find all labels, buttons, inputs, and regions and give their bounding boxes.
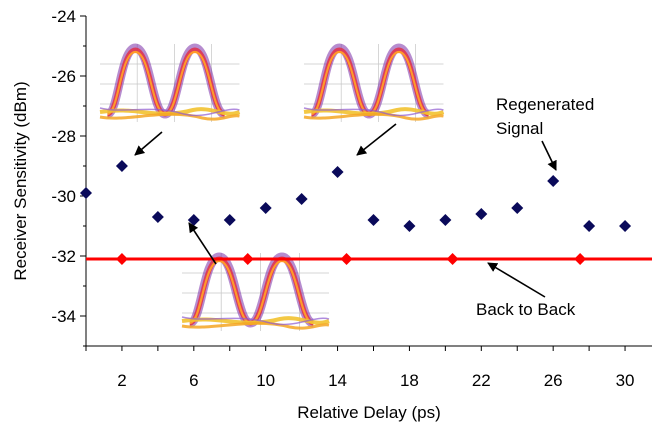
back-to-back-point bbox=[340, 253, 353, 265]
back-to-back-point bbox=[241, 253, 254, 265]
regenerated-signal-point bbox=[403, 220, 416, 232]
regenerated-signal-point bbox=[583, 220, 596, 232]
regenerated-signal-point bbox=[619, 220, 632, 232]
regenerated-signal-point bbox=[80, 187, 92, 199]
eye-diagram-inset-left bbox=[100, 44, 240, 122]
y-axis-title: Receiver Sensitivity (dBm) bbox=[11, 81, 30, 280]
arrow-to-left-inset-point bbox=[134, 131, 163, 156]
x-tick-label: 18 bbox=[400, 371, 419, 390]
y-tick-label: -26 bbox=[51, 67, 76, 86]
eye-diagram-inset-center bbox=[304, 44, 444, 122]
regenerated-signal-point bbox=[331, 166, 344, 178]
arrow-back-to-back bbox=[487, 262, 546, 298]
x-tick-label: 6 bbox=[189, 371, 198, 390]
y-tick-label: -28 bbox=[51, 127, 76, 146]
regenerated-signal-point bbox=[151, 211, 164, 223]
y-tick-label: -30 bbox=[51, 187, 76, 206]
y-tick-label: -24 bbox=[51, 7, 76, 26]
arrow-regenerated-signal bbox=[541, 140, 557, 171]
regenerated-signal-point bbox=[439, 214, 452, 226]
arrow-to-center-inset-point bbox=[356, 123, 397, 156]
x-tick-label: 10 bbox=[256, 371, 275, 390]
annotation-regenerated-line2: Signal bbox=[496, 119, 543, 138]
eye-diagram-inset-bottom bbox=[182, 253, 329, 331]
regenerated-signal-point bbox=[511, 202, 524, 214]
back-to-back-point bbox=[115, 253, 128, 265]
annotation-regenerated-line1: Regenerated bbox=[496, 95, 594, 114]
x-tick-label: 30 bbox=[616, 371, 635, 390]
series-layer bbox=[80, 160, 652, 265]
regenerated-signal-point bbox=[223, 214, 236, 226]
y-tick-label: -32 bbox=[51, 247, 76, 266]
regenerated-signal-point bbox=[475, 208, 488, 220]
x-axis-title: Relative Delay (ps) bbox=[297, 403, 441, 422]
y-tick-label: -34 bbox=[51, 307, 76, 326]
arrow-to-bottom-inset-point bbox=[188, 222, 217, 265]
regenerated-signal-point bbox=[547, 175, 560, 187]
x-tick-label: 26 bbox=[544, 371, 563, 390]
x-tick-label: 2 bbox=[117, 371, 126, 390]
x-tick-label: 22 bbox=[472, 371, 491, 390]
regenerated-signal-point bbox=[115, 160, 128, 172]
annotation-back-to-back: Back to Back bbox=[476, 300, 576, 319]
back-to-back-point bbox=[574, 253, 587, 265]
regenerated-signal-point bbox=[259, 202, 272, 214]
axis-ticks: -24-26-28-30-32-342 6 10 14 18 22 26 30 bbox=[51, 7, 634, 390]
back-to-back-point bbox=[446, 253, 459, 265]
regenerated-signal-point bbox=[295, 193, 308, 205]
x-tick-label: 14 bbox=[328, 371, 347, 390]
regenerated-signal-point bbox=[367, 214, 380, 226]
